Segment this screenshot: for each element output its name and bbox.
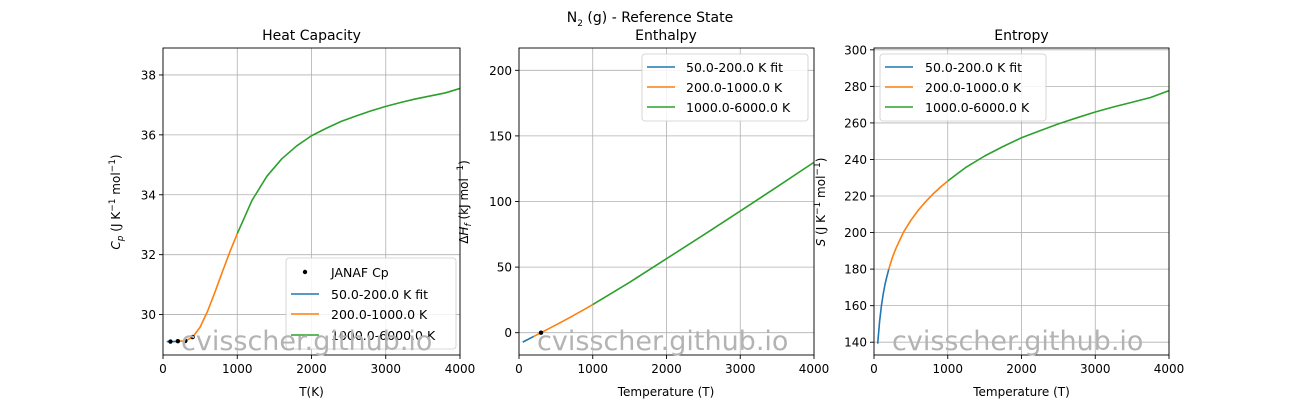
y-tick-label: 160 [844, 299, 867, 313]
y-tick-label: 0 [504, 326, 512, 340]
entropy-legend: 50.0-200.0 K fit 200.0-1000.0 K 1000.0-6… [879, 53, 1047, 122]
janaf-data-point [183, 338, 188, 344]
y-tick-label: 32 [141, 248, 156, 262]
x-tick-label: 0 [515, 362, 523, 376]
enthalpy-xlabel: Temperature (T) [617, 385, 715, 399]
heat-capacity-legend: JANAF Cp 50.0-200.0 K fit 200.0-1000.0 K… [285, 257, 457, 350]
y-tick-label: 50 [497, 261, 512, 275]
series-line-1000-0-6000-0-k [947, 89, 1170, 182]
enthalpy-title: Enthalpy [635, 28, 697, 44]
y-tick-label: 240 [844, 153, 867, 167]
watermark: cvisscher.github.io [537, 326, 788, 357]
y-tick-label: 38 [141, 68, 156, 82]
legend-fit-200-1000-label: 200.0-1000.0 K [686, 80, 783, 95]
watermark: cvisscher.github.io [892, 326, 1143, 357]
series-line-50-0-200-0-k-fit [876, 269, 890, 344]
x-tick-label: 1000 [222, 362, 253, 376]
x-tick-label: 0 [159, 362, 167, 376]
y-tick-label: 140 [844, 336, 867, 350]
entropy-plot: Entropy 0 1000 2000 3000 4000 140 160 180 200 220… [813, 28, 1184, 399]
legend-fit-1000-6000-label: 1000.0-6000.0 K [925, 100, 1030, 115]
y-tick-label: 150 [489, 129, 512, 143]
janaf-data-point [190, 334, 195, 340]
series-line-50-0-200-0-k-fit [522, 335, 535, 343]
series-line-200-0-1000-0-k [887, 180, 949, 270]
legend-fit-200-1000-label: 200.0-1000.0 K [331, 307, 428, 322]
series-line-200-0-1000-0-k [177, 233, 238, 343]
x-tick-label: 2000 [1006, 362, 1037, 376]
heat-capacity-title: Heat Capacity [262, 28, 361, 44]
watermark: cvisscher.github.io [181, 326, 432, 357]
legend-fit-1000-6000-label: 1000.0-6000.0 K [686, 100, 791, 115]
janaf-data-point [175, 339, 181, 344]
heat-capacity-xlabel: T(K) [298, 385, 324, 399]
y-tick-label: 100 [489, 195, 512, 209]
x-tick-label: 3000 [370, 362, 401, 376]
janaf-data-point [538, 330, 544, 335]
legend-fit-50-200-label: 50.0-200.0 K fit [925, 60, 1022, 75]
series-line-1000-0-6000-0-k [592, 161, 815, 306]
enthalpy-ylabel: ΔHf (kJ mol−1) [456, 160, 474, 244]
series-line-200-0-1000-0-k [533, 303, 594, 338]
y-tick-label: 34 [141, 188, 156, 202]
entropy-title: Entropy [994, 28, 1048, 44]
x-tick-label: 0 [870, 362, 878, 376]
entropy-ylabel: S (J K−1 mol−1) [813, 158, 828, 247]
enthalpy-legend: 50.0-200.0 K fit 200.0-1000.0 K 1000.0-6… [641, 53, 809, 122]
y-tick-label: 300 [844, 43, 867, 57]
legend-fit-50-200-label: 50.0-200.0 K fit [331, 287, 428, 302]
legend-janaf-label: JANAF Cp [330, 265, 389, 280]
x-tick-label: 2000 [651, 362, 682, 376]
series-line-1000-0-6000-0-k [236, 87, 461, 235]
x-tick-label: 3000 [725, 362, 756, 376]
y-tick-label: 30 [141, 308, 156, 322]
y-tick-label: 36 [141, 128, 156, 142]
x-tick-label: 1000 [577, 362, 608, 376]
legend-fit-1000-6000-label: 1000.0-6000.0 K [331, 328, 436, 343]
x-tick-label: 4000 [799, 362, 830, 376]
y-tick-label: 200 [489, 64, 512, 78]
y-tick-label: 280 [844, 80, 867, 94]
enthalpy-plot: Enthalpy 0 1000 2000 3000 4000 0 50 100 150 200 T… [456, 28, 829, 399]
janaf-data-point [168, 339, 173, 344]
y-tick-label: 220 [844, 190, 867, 204]
heat-capacity-ylabel: Cp (J K−1 mol−1) [108, 154, 126, 249]
legend-janaf-marker [302, 269, 308, 275]
y-tick-label: 200 [844, 226, 867, 240]
x-tick-label: 4000 [1154, 362, 1185, 376]
legend-fit-200-1000-label: 200.0-1000.0 K [925, 80, 1022, 95]
y-tick-label: 180 [844, 263, 867, 277]
heat-capacity-plot: Heat Capacity 0 1000 2000 3000 4000 30 32 34 36 3… [108, 28, 475, 399]
legend-fit-50-200-label: 50.0-200.0 K fit [686, 60, 783, 75]
x-tick-label: 2000 [296, 362, 327, 376]
x-tick-label: 1000 [932, 362, 963, 376]
figure-suptitle: N2 (g) - Reference State [567, 10, 733, 29]
x-tick-label: 3000 [1080, 362, 1111, 376]
entropy-xlabel: Temperature (T) [972, 385, 1070, 399]
y-tick-label: 260 [844, 116, 867, 130]
x-tick-label: 4000 [445, 362, 476, 376]
